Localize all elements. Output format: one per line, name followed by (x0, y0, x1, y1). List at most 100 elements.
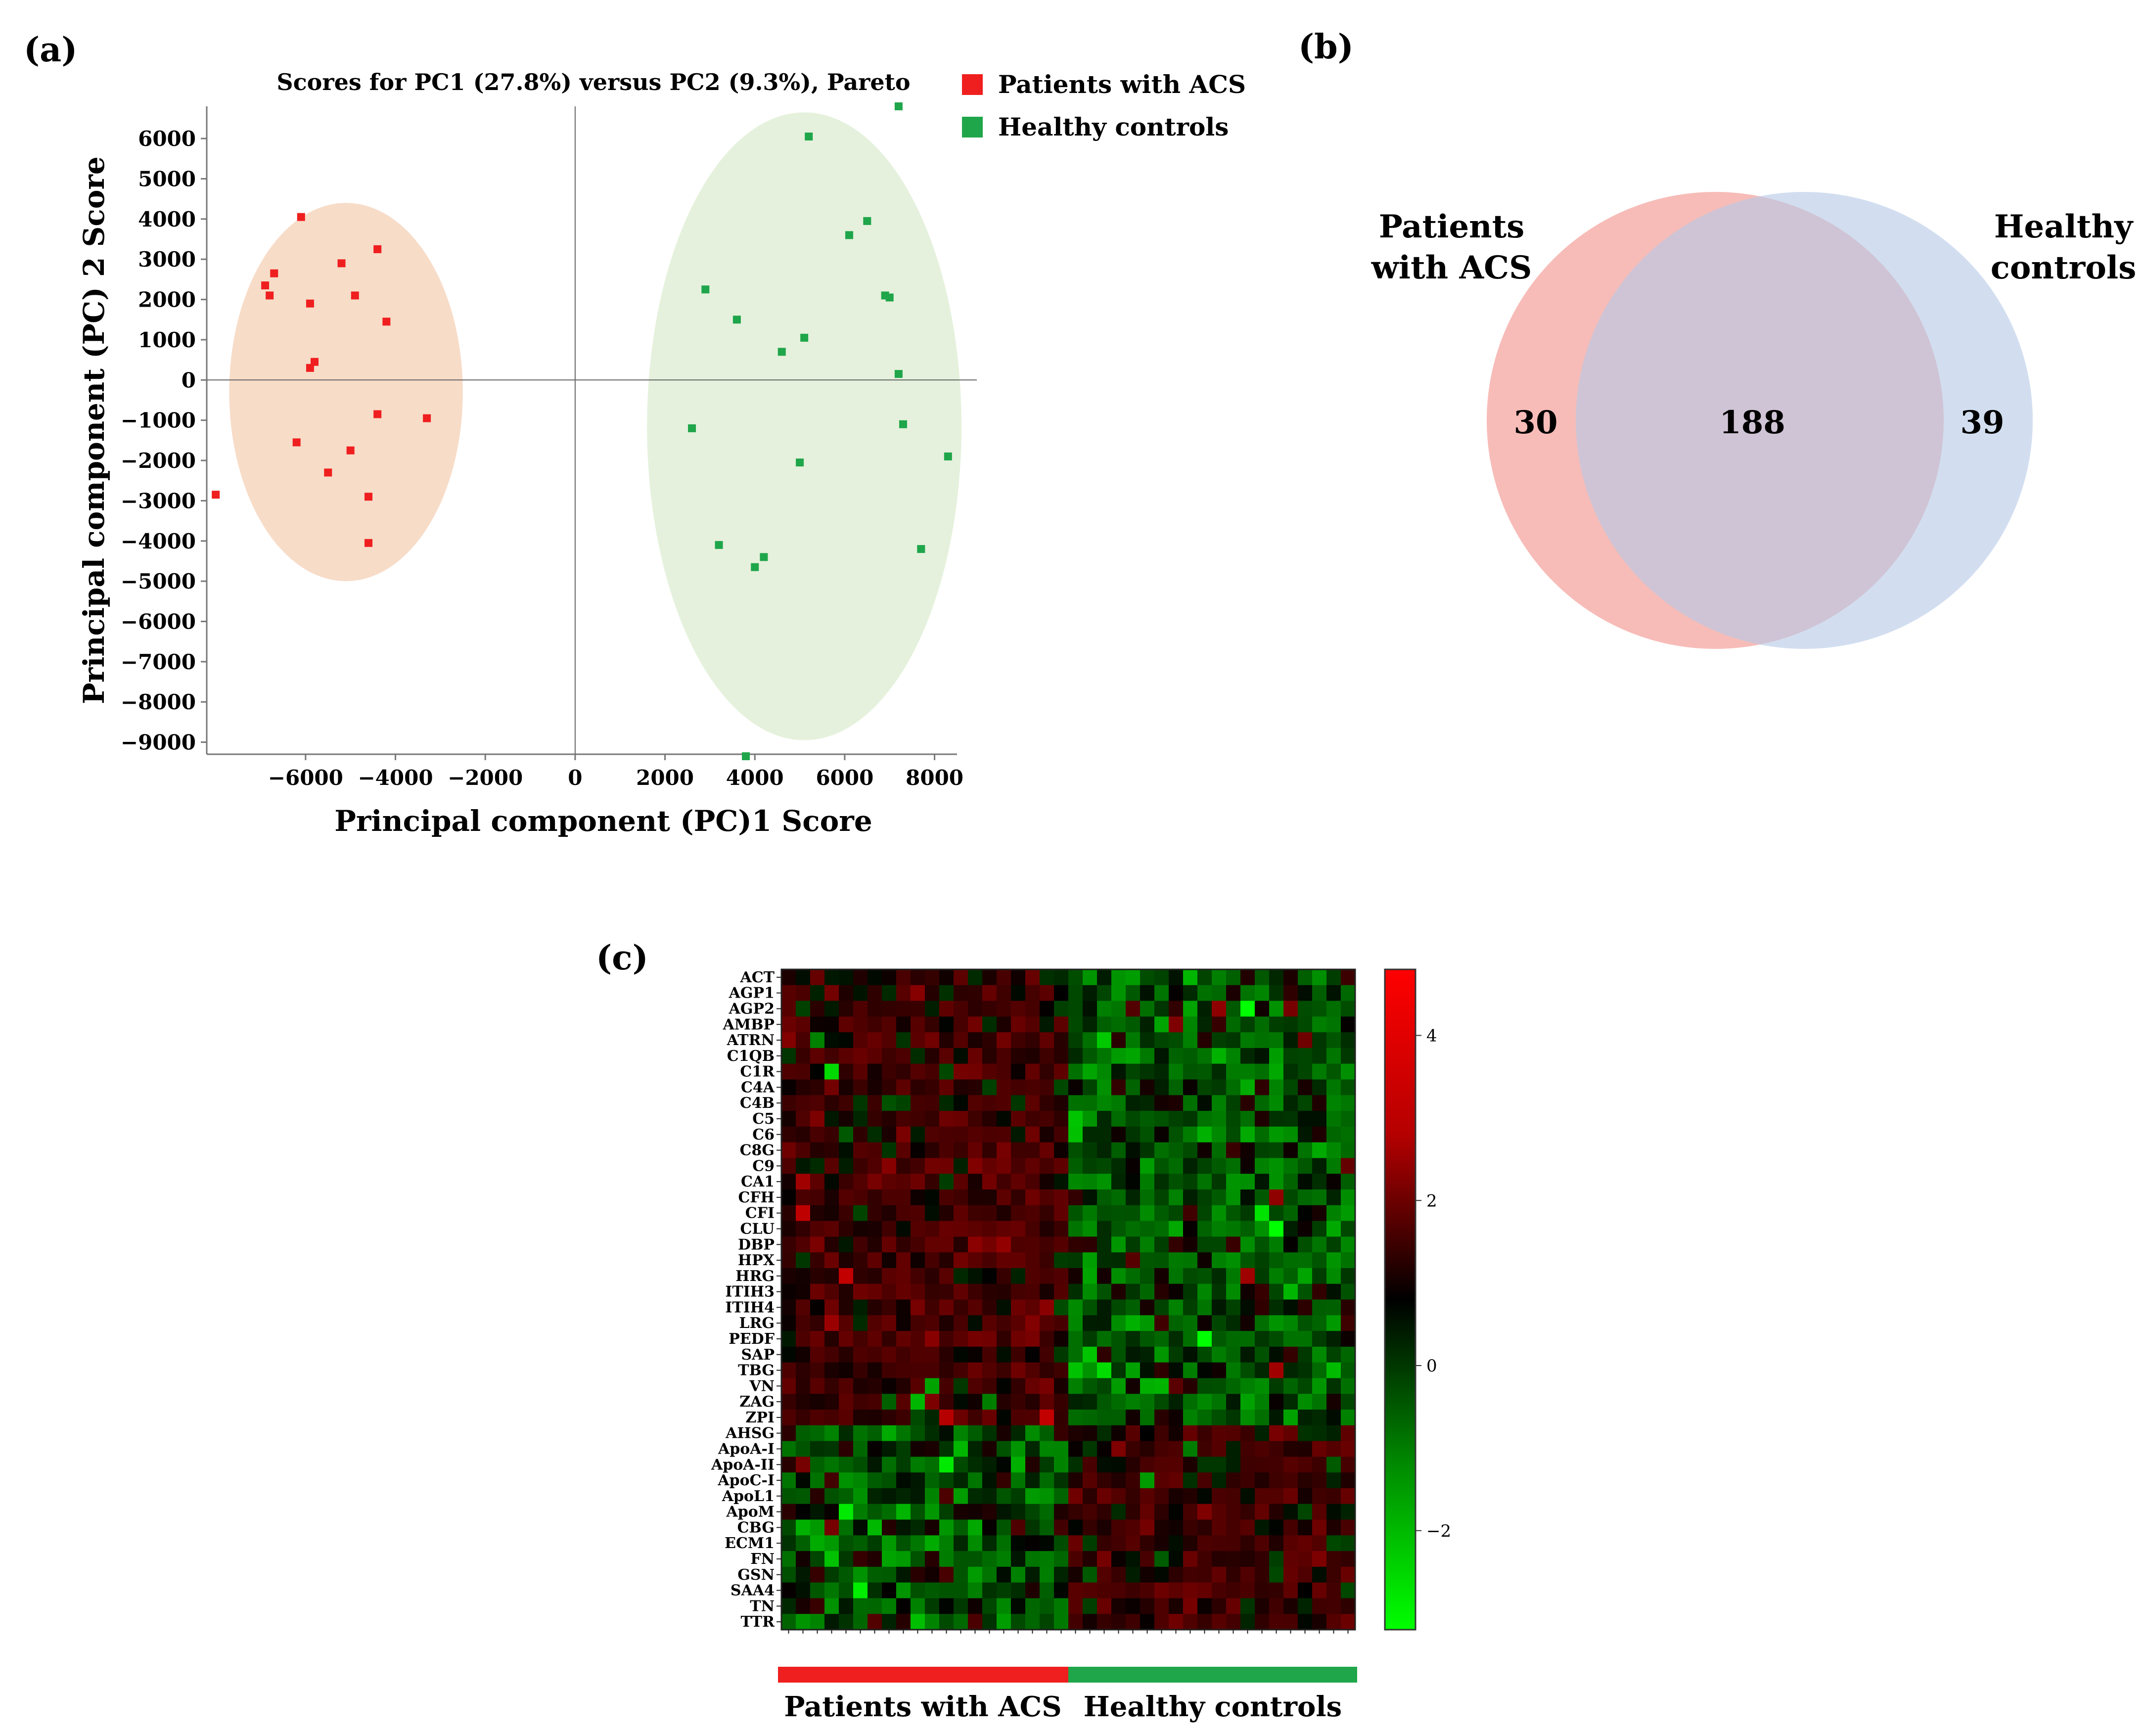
heatmap-cell (968, 1566, 983, 1583)
heatmap-cell (1054, 1535, 1069, 1552)
heatmap-cell (1140, 1425, 1155, 1442)
heatmap-cell (925, 1394, 940, 1410)
heatmap-cell (1140, 1441, 1155, 1457)
heatmap-cell (1269, 1048, 1284, 1064)
heatmap-cell (1255, 1551, 1270, 1567)
heatmap-cell (1083, 1252, 1097, 1269)
acs-score-point (261, 281, 270, 290)
heatmap-cell (1312, 1614, 1327, 1630)
heatmap-cell (1097, 1410, 1112, 1426)
heatmap-cell (1083, 1425, 1097, 1442)
heatmap-cell (1140, 1001, 1155, 1017)
heatmap-cell (1126, 1425, 1141, 1442)
heatmap-cell (1183, 1001, 1198, 1017)
heatmap-cell (839, 1268, 854, 1284)
heatmap-cell (1197, 1441, 1212, 1457)
heatmap-cell (1341, 1331, 1356, 1347)
heatmap-cell (1226, 1551, 1241, 1567)
heatmap-cell (1040, 1032, 1054, 1049)
heatmap-row-label: HRG (735, 1268, 775, 1285)
heatmap-cell (1040, 1126, 1054, 1143)
heatmap-cell (1326, 1111, 1341, 1127)
heatmap-cell (1255, 1362, 1270, 1379)
heatmap-cell (1183, 1410, 1198, 1426)
heatmap-cell (1025, 1174, 1040, 1190)
heatmap-cell (939, 1095, 954, 1111)
heatmap-cell (810, 1252, 825, 1269)
heatmap-cell (1341, 1472, 1356, 1489)
healthy-score-point (742, 752, 750, 761)
heatmap-cell (839, 1189, 854, 1206)
heatmap-cell (954, 1519, 968, 1536)
heatmap-cell (1197, 1252, 1212, 1269)
heatmap-cell (1240, 1095, 1255, 1111)
heatmap-cell (781, 1142, 796, 1159)
heatmap-cell (1283, 1189, 1298, 1206)
heatmap-cell (1298, 1346, 1313, 1363)
heatmap-cell (1298, 1268, 1313, 1284)
heatmap-cell (1011, 1598, 1026, 1614)
heatmap-cell (882, 1488, 897, 1505)
heatmap-cell (1040, 1614, 1054, 1630)
heatmap-cell (1169, 1551, 1184, 1567)
heatmap-cell (1097, 1331, 1112, 1347)
heatmap-cell (1140, 1221, 1155, 1237)
heatmap-cell (968, 1268, 983, 1284)
heatmap-cell (997, 1488, 1011, 1505)
panel-c-label: (c) (596, 938, 648, 978)
heatmap-cell (824, 1236, 839, 1253)
heatmap-cell (882, 1457, 897, 1473)
heatmap-cell (939, 1331, 954, 1347)
heatmap-cell (853, 1126, 868, 1143)
heatmap-cell (839, 1174, 854, 1190)
heatmap-cell (1054, 1582, 1069, 1599)
heatmap-cell (796, 1016, 811, 1033)
heatmap-cell (1240, 1126, 1255, 1143)
heatmap-cell (911, 1283, 925, 1300)
heatmap-cell (1140, 1410, 1155, 1426)
heatmap-cell (1326, 1063, 1341, 1080)
heatmap-cell (997, 1519, 1011, 1536)
heatmap-cell (1298, 1236, 1313, 1253)
heatmap-cell (1326, 1048, 1341, 1064)
heatmap-cell (997, 1142, 1011, 1159)
heatmap-cell (868, 1457, 882, 1473)
heatmap-cell (896, 1158, 911, 1174)
heatmap-cell (939, 1283, 954, 1300)
heatmap-cell (1169, 1441, 1184, 1457)
heatmap-cell (1083, 1095, 1097, 1111)
heatmap-cell (1226, 1126, 1241, 1143)
heatmap-cell (853, 1048, 868, 1064)
heatmap-cell (1226, 1283, 1241, 1300)
heatmap-cell (853, 1236, 868, 1253)
heatmap-cell (1183, 1174, 1198, 1190)
heatmap-cell (1154, 985, 1169, 1002)
heatmap-cell (810, 1378, 825, 1394)
heatmap-cell (824, 1158, 839, 1174)
heatmap-cell (1269, 1221, 1284, 1237)
pca-y-axis-label: Principal component (PC) 2 Score (77, 156, 111, 704)
heatmap-cell (1011, 1016, 1026, 1033)
heatmap-cell (1269, 1598, 1284, 1614)
heatmap-cell (939, 1472, 954, 1489)
heatmap-cell (1083, 969, 1097, 986)
heatmap-row-label: LRG (739, 1315, 775, 1332)
heatmap-cell (796, 1315, 811, 1331)
heatmap-cell (1169, 1236, 1184, 1253)
heatmap-cell (1255, 1535, 1270, 1552)
heatmap-cell (1040, 1331, 1054, 1347)
heatmap-cell (1025, 1126, 1040, 1143)
heatmap-cell (882, 1111, 897, 1127)
heatmap-cell (1054, 1346, 1069, 1363)
heatmap-cell (925, 1205, 940, 1222)
heatmap-cell (1068, 1346, 1083, 1363)
healthy-confidence-ellipse (647, 112, 962, 740)
heatmap-cell (1255, 1457, 1270, 1473)
heatmap-cell (839, 1079, 854, 1096)
heatmap-cell (1083, 1283, 1097, 1300)
heatmap-cell (1140, 1142, 1155, 1159)
heatmap-cell (939, 1158, 954, 1174)
y-tick-label: 2000 (138, 288, 196, 312)
heatmap-cell (1068, 1535, 1083, 1552)
heatmap-cell (896, 1252, 911, 1269)
